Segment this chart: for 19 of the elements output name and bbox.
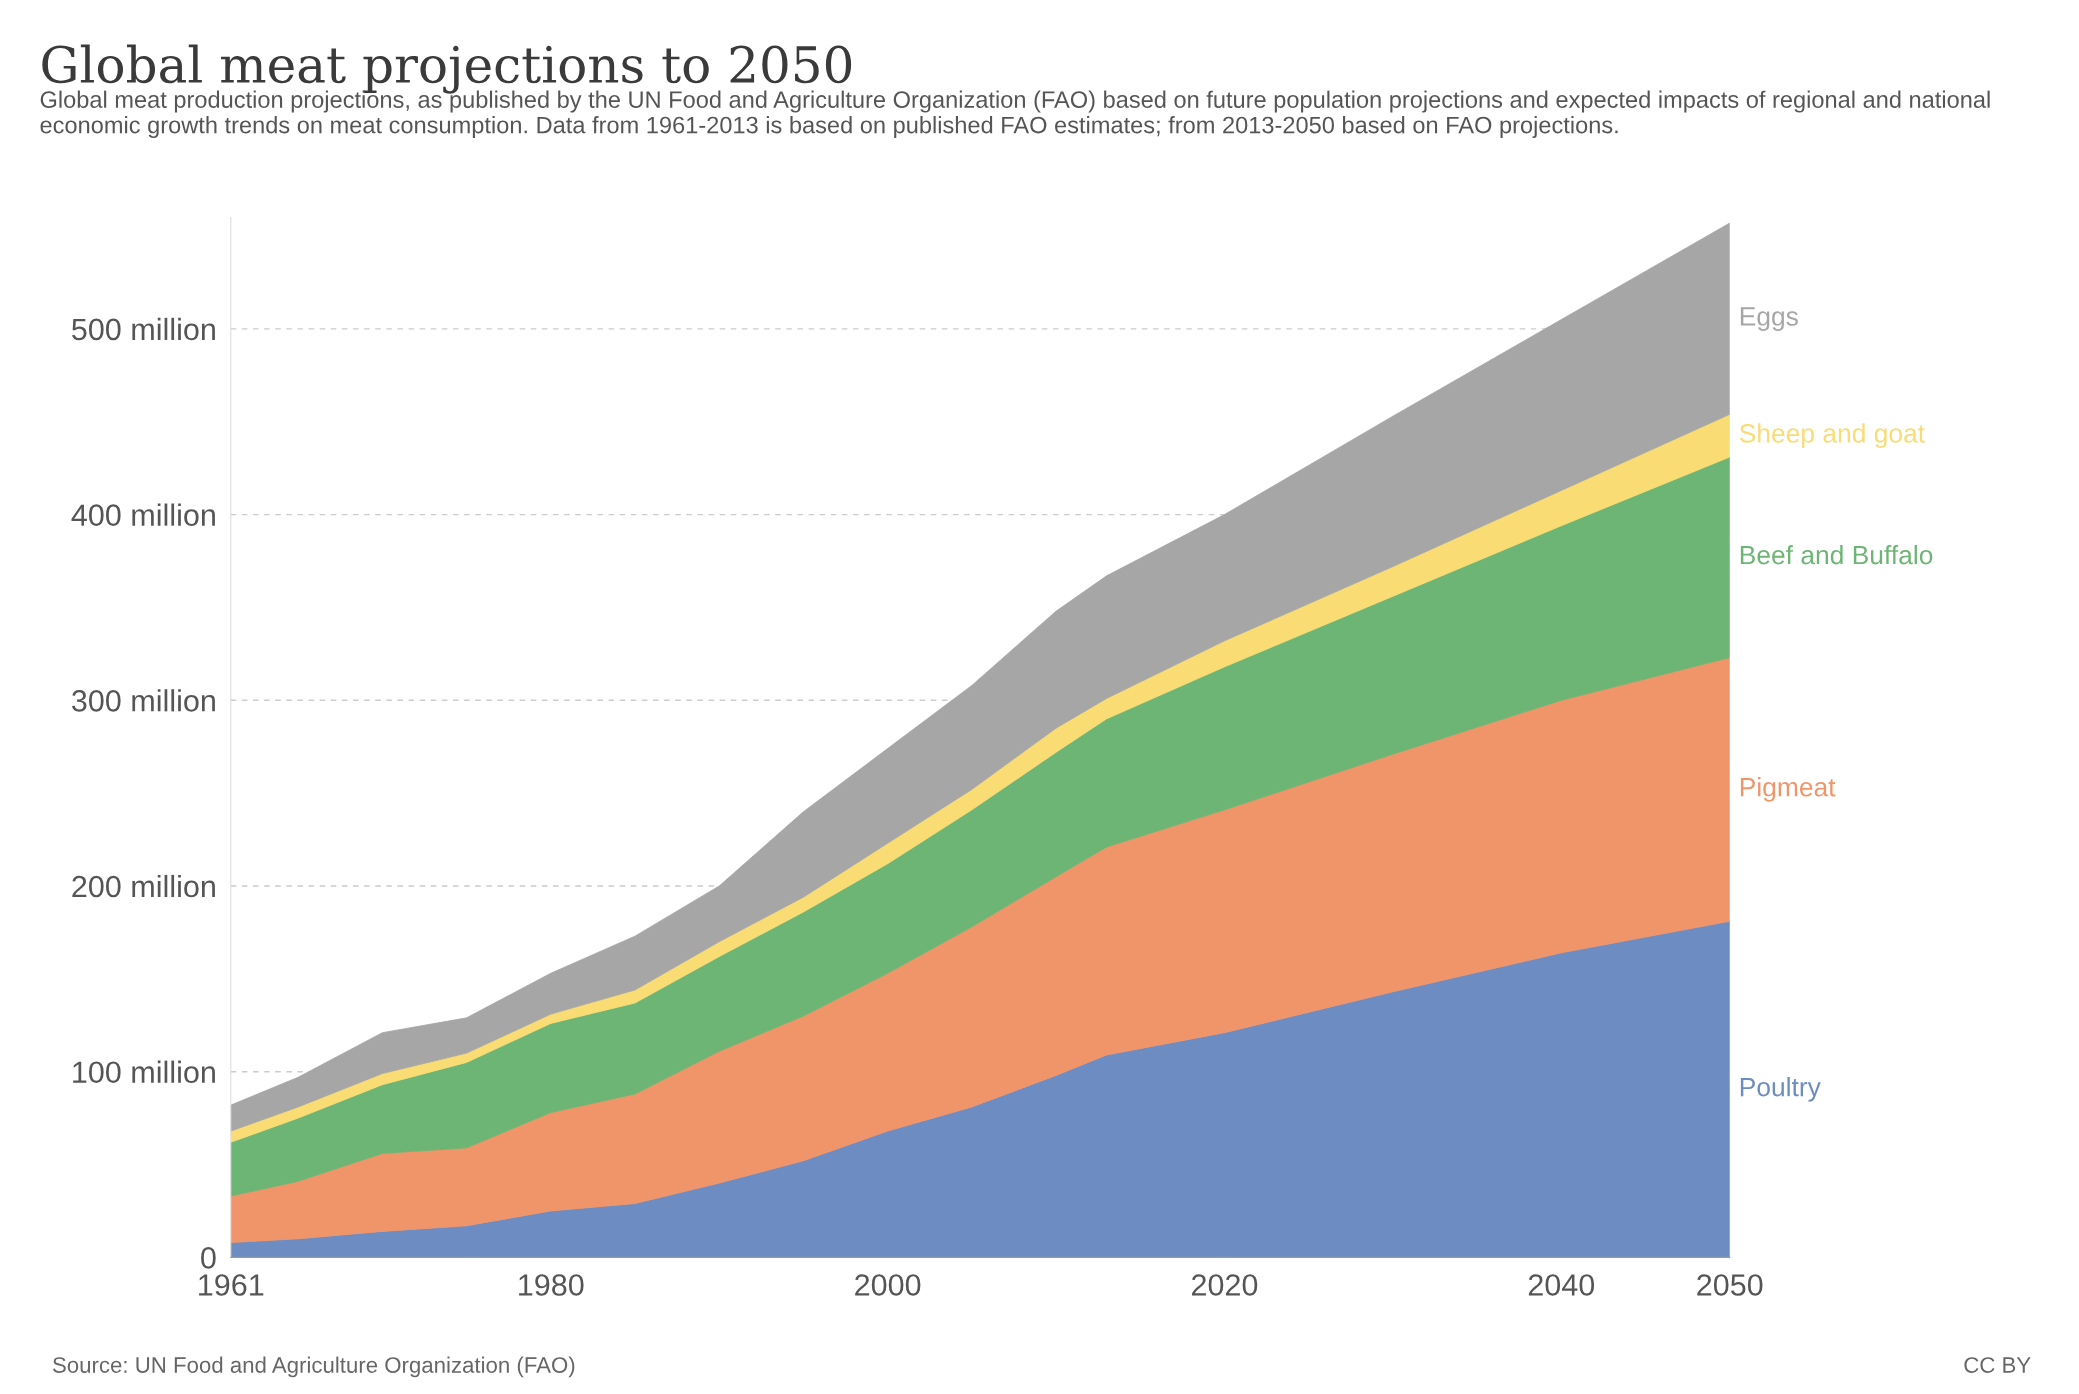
source-note: Source: UN Food and Agriculture Organization (FAO) (52, 1356, 575, 1378)
y-tick-label: 500 million (72, 317, 215, 341)
series-label: Sheep and goat (1739, 423, 1925, 448)
x-tick-label: 2000 (855, 1274, 921, 1296)
y-tick-label: 400 million (71, 503, 215, 526)
y-tick-label: 100 million (73, 1060, 215, 1084)
y-tick-label: 300 million (71, 689, 215, 712)
x-tick-label: 2050 (1697, 1274, 1763, 1296)
text: CC BY (1964, 1357, 2031, 1373)
x-tick-label: 1961 (199, 1274, 264, 1296)
series-label: Poultry (1740, 1077, 1821, 1102)
x-tick-label: 1980 (519, 1274, 584, 1296)
x-tick-label: 2040 (1528, 1274, 1595, 1296)
series-label: Pigmeat (1740, 777, 1836, 802)
y-tick-label: 200 million (72, 874, 215, 898)
series-label: Beef and Buffalo (1740, 545, 1933, 565)
x-tick-label: 2020 (1192, 1274, 1258, 1296)
y-tick-label: 0 (201, 1247, 216, 1269)
series-label: Eggs (1740, 307, 1798, 331)
